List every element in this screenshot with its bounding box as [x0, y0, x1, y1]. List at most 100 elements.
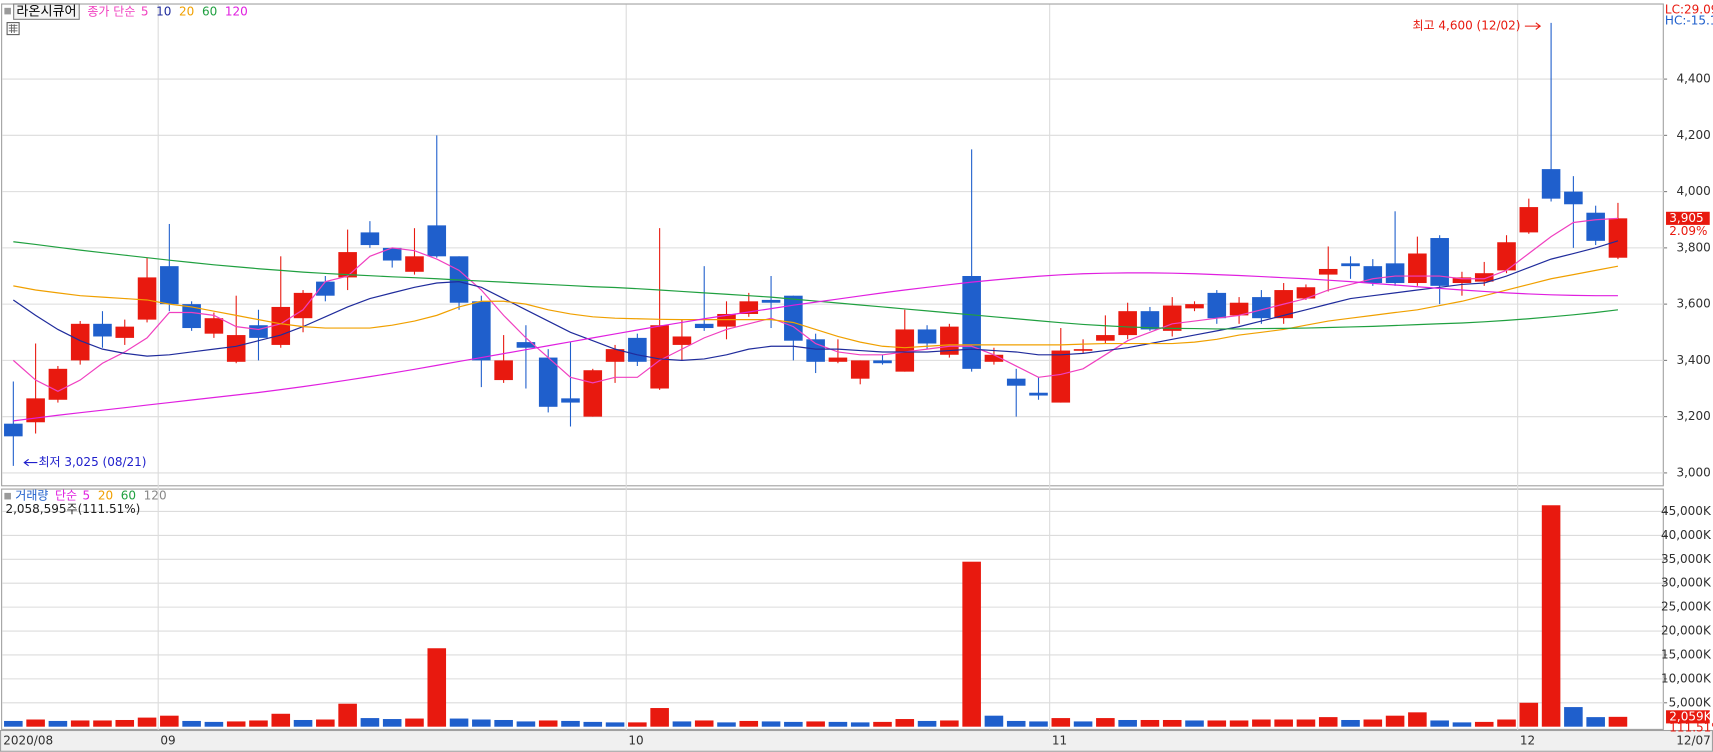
volume-bar — [271, 713, 291, 727]
candle-body — [672, 336, 692, 345]
volume-bar — [1006, 720, 1026, 727]
grid — [2, 4, 1668, 730]
candle-body — [538, 357, 558, 407]
candle-body — [316, 281, 335, 296]
volume-bar — [1296, 719, 1316, 727]
candle-body — [4, 423, 23, 437]
volume-bar — [1318, 717, 1338, 727]
volume-bar — [226, 721, 246, 727]
volume-bar — [204, 721, 224, 727]
y-tick-label: 15,000K — [1661, 647, 1712, 661]
volume-bar — [360, 718, 380, 727]
legend-entry: 60 — [121, 489, 136, 503]
ma-line — [13, 241, 1619, 330]
change-label: 2.09% — [1669, 224, 1707, 238]
volume-bar — [694, 720, 714, 727]
y-tick-label: 25,000K — [1661, 600, 1712, 614]
legend-entry: 120 — [225, 5, 248, 19]
volume-bar — [449, 718, 469, 727]
legend-entry: 120 — [144, 489, 167, 503]
volume-bar — [1207, 720, 1227, 727]
volume-legend-marker — [4, 492, 11, 500]
price-tag — [1666, 211, 1710, 225]
candle-body — [717, 313, 736, 327]
ma-line — [12, 240, 1619, 361]
volume-bar — [1029, 721, 1048, 727]
candle-body — [962, 276, 981, 369]
volume-bar — [806, 721, 825, 727]
volume-bar — [1162, 719, 1182, 727]
volume-bar — [1408, 712, 1427, 727]
volume-bar — [1385, 715, 1405, 727]
volume-bar — [917, 720, 937, 727]
volume-bar — [382, 719, 402, 727]
candle-body — [93, 323, 112, 337]
volume-panel-border — [1, 488, 1664, 730]
volume-bar — [962, 561, 981, 727]
volume-bar — [739, 720, 759, 727]
volume-tag-label: 2,059K — [1669, 709, 1712, 723]
candle-body — [1185, 304, 1204, 309]
y-tick-label: 30,000K — [1661, 576, 1712, 590]
candle-body — [1073, 349, 1093, 351]
candle-body — [806, 339, 825, 362]
volume-bar — [984, 715, 1004, 727]
volume-bar — [784, 721, 803, 727]
volume-bar — [182, 720, 201, 727]
x-tick-label: 12 — [1520, 733, 1535, 747]
y-tick-label: 40,000K — [1661, 528, 1712, 542]
candle-body — [1541, 169, 1561, 199]
candle-body — [984, 354, 1004, 362]
volume-bar — [1564, 707, 1583, 727]
legend-marker — [4, 7, 11, 15]
volume-bar — [1185, 720, 1204, 727]
volume-bar — [338, 703, 357, 727]
candle-body — [1296, 287, 1316, 299]
volume-bar — [717, 722, 736, 727]
volume-bar — [427, 648, 447, 727]
x-tick-label: 2020/08 — [3, 733, 53, 747]
volume-tag — [1666, 710, 1710, 724]
volume-bar — [4, 720, 23, 727]
ma-line — [13, 272, 1618, 422]
volume-bar — [160, 715, 179, 727]
stock-name: 라온시큐어 — [16, 4, 76, 20]
candle-body — [115, 326, 135, 338]
candle-body — [1029, 392, 1048, 396]
volume-bar — [1252, 719, 1271, 727]
legend-entry: 5 — [141, 5, 149, 19]
volume-bar — [1073, 721, 1093, 727]
corner-label: LC:29.09 — [1665, 3, 1713, 17]
candle-body — [160, 266, 179, 305]
candle-body — [1430, 238, 1449, 286]
volume-bar — [494, 719, 513, 727]
volume-bar — [1452, 722, 1472, 727]
candle-body — [338, 252, 357, 278]
candle-body — [873, 360, 892, 364]
volume-bar — [1274, 719, 1293, 727]
legend-entry: 10 — [156, 5, 171, 19]
corner-label: HC:-15.1 — [1665, 13, 1713, 27]
y-tick-label: 4,400 — [1676, 72, 1710, 86]
candle-body — [249, 325, 268, 338]
candle-body — [1162, 305, 1182, 331]
candle-body — [561, 398, 580, 403]
legend-prefix: 단순 — [55, 489, 77, 503]
stock-name-box[interactable] — [13, 3, 80, 20]
volume-bar — [137, 717, 157, 727]
legend-entry: 20 — [98, 489, 113, 503]
candle-body — [1497, 242, 1516, 271]
x-tick-label: 12/07 — [1676, 733, 1711, 747]
volume-bar — [628, 722, 647, 727]
calculator-icon[interactable] — [6, 22, 20, 36]
volume-bar — [561, 720, 580, 727]
x-tick-label: 10 — [628, 733, 643, 747]
volume-bar — [650, 708, 669, 727]
candle-body — [1140, 311, 1160, 330]
volume-bar — [1051, 718, 1071, 727]
volume-bar — [672, 721, 692, 727]
candle-body — [1051, 350, 1071, 403]
candle-body — [26, 398, 45, 423]
candle-body — [1519, 207, 1539, 233]
